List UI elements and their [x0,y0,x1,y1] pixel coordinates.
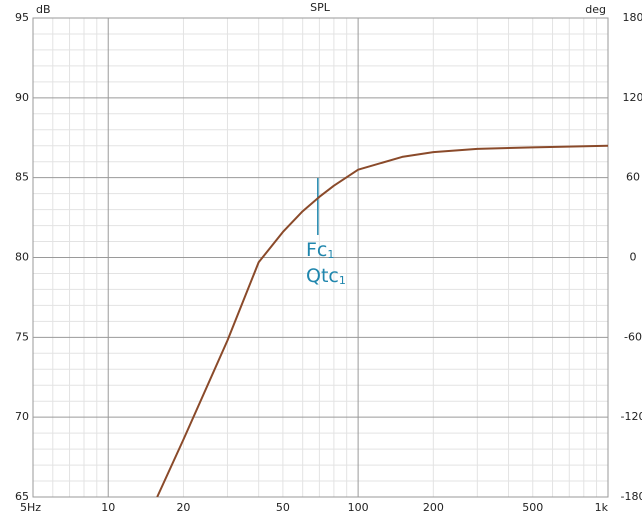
x-tick-label: 20 [176,501,190,514]
y-tick-label: 70 [15,410,29,423]
y2-tick-label: 0 [630,251,637,264]
marker-label-sub: 1 [327,248,334,261]
y-tick-label: 75 [15,330,29,343]
y-tick-label: 95 [15,11,29,24]
y2-tick-label: 120 [623,91,642,104]
marker-label: Fc1 [306,239,334,262]
x-tick-label: 100 [348,501,369,514]
spl-line [156,144,608,497]
x-tick-label: 50 [276,501,290,514]
y2-tick-label: -180 [621,490,642,503]
y-tick-label: 90 [15,91,29,104]
x-tick-label: 5Hz [20,501,41,514]
y-tick-label: 85 [15,171,29,184]
marker-label-text: Fc [306,239,327,261]
marker-label-sub: 1 [339,274,346,287]
x-tick-label: 10 [101,501,115,514]
y2-axis-label: deg [585,3,606,16]
y2-tick-label: -60 [624,330,642,343]
y2-tick-label: -120 [621,410,642,423]
y-tick-label: 65 [15,490,29,503]
marker-label: Qtc1 [306,265,346,288]
y2-tick-label: 180 [623,11,642,24]
plot-frame [32,17,609,498]
y-axis-label: dB [36,3,51,16]
y-tick-label: 80 [15,251,29,264]
chart-title: SPL [310,1,331,14]
marker-label-text: Qtc [306,265,339,287]
x-tick-label: 500 [522,501,543,514]
x-tick-label: 200 [423,501,444,514]
x-tick-label: 1k [595,501,609,514]
y2-tick-label: 60 [626,171,640,184]
